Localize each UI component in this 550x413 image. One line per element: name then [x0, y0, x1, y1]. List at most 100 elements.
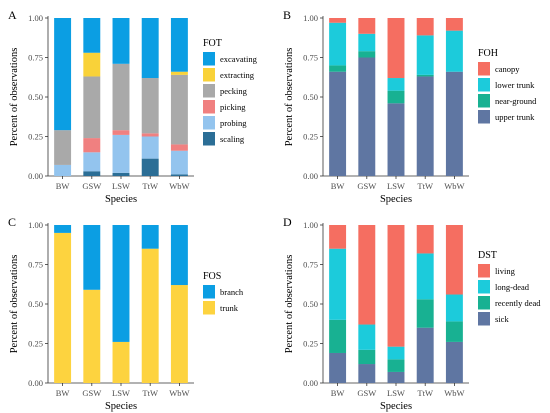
bar-segment-LSW-living — [387, 225, 405, 347]
bar-segment-BW-near-ground — [329, 65, 347, 72]
y-tick-label: 0.00 — [303, 171, 318, 181]
bar-segment-WbW-trunk — [170, 285, 188, 383]
bar-segment-GSW-pecking — [83, 76, 101, 139]
legend-key-long-dead — [478, 280, 490, 294]
legend: DST living long-dead recently dead sick — [478, 250, 541, 326]
bar-segment-GSW-upper-trunk — [358, 57, 376, 176]
bar-segment-WbW-upper-trunk — [445, 71, 463, 176]
bar-segment-WbW-excavating — [170, 18, 188, 72]
legend-key-lower-trunk — [478, 78, 490, 92]
bar-segment-BW-trunk — [54, 232, 72, 383]
bar-segment-TtW-long-dead — [416, 253, 434, 300]
y-tick-label: 0.25 — [28, 339, 43, 349]
bar-segment-LSW-near-ground — [387, 90, 405, 104]
bar-segment-BW-branch — [54, 225, 72, 233]
x-tick-label: TtW — [417, 388, 433, 398]
x-tick-label: LSW — [387, 388, 405, 398]
legend-label: extracting — [220, 70, 255, 80]
legend-label: trunk — [220, 303, 239, 313]
y-axis-label: Percent of observations — [9, 255, 20, 354]
x-tick-label: TtW — [142, 388, 158, 398]
bar-segment-BW-living — [329, 225, 347, 249]
x-tick-label: GSW — [82, 181, 101, 191]
legend-label: branch — [220, 287, 244, 297]
bar-segment-BW-probing — [54, 164, 72, 176]
x-axis-label: Species — [105, 194, 137, 205]
y-tick-label: 0.75 — [28, 53, 43, 63]
bar-segment-WbW-recently-dead — [445, 321, 463, 342]
legend-key-living — [478, 264, 490, 278]
legend-key-scaling — [203, 132, 215, 146]
bar-segment-TtW-living — [416, 225, 434, 254]
x-tick-label: WbW — [169, 181, 189, 191]
y-tick-label: 0.75 — [303, 53, 318, 63]
legend-label: scaling — [220, 134, 245, 144]
bar-segment-BW-pecking — [54, 130, 72, 165]
panel-C: C 0.00 0.25 0.50 0.75 1.00 BW GSW LSW TtW WbW Speci… — [8, 215, 244, 412]
x-tick-label: LSW — [112, 388, 130, 398]
bar-segment-WbW-extracting — [170, 71, 188, 75]
legend-key-pecking — [203, 84, 215, 98]
bar-segment-GSW-scaling — [83, 171, 101, 176]
bar-segment-TtW-trunk — [141, 248, 159, 383]
bar-segment-LSW-upper-trunk — [387, 103, 405, 176]
legend-label: near-ground — [495, 96, 537, 106]
bar-segment-LSW-trunk — [112, 341, 130, 383]
bar-segment-BW-recently-dead — [329, 319, 347, 353]
panel-letter: A — [8, 8, 17, 22]
bar-segment-WbW-living — [445, 225, 463, 295]
y-tick-label: 0.75 — [28, 260, 43, 270]
x-axis-label: Species — [380, 194, 412, 205]
x-tick-label: LSW — [387, 181, 405, 191]
bar-segment-GSW-living — [358, 225, 376, 325]
bar-segment-GSW-sick — [358, 364, 376, 383]
y-tick-label: 0.00 — [303, 378, 318, 388]
bar-segment-BW-canopy — [329, 18, 347, 23]
bar-segment-LSW-lower-trunk — [387, 78, 405, 91]
bar-segment-LSW-canopy — [387, 18, 405, 79]
panel-B: B 0.00 0.25 0.50 0.75 1.00 BW GSW LSW TtW WbW Speci… — [283, 8, 537, 205]
legend-label: picking — [220, 102, 246, 112]
bar-segment-GSW-branch — [83, 225, 101, 290]
y-tick-label: 1.00 — [28, 13, 43, 23]
legend-key-trunk — [203, 301, 215, 315]
legend-title: FOS — [203, 271, 221, 282]
bar-segment-GSW-extracting — [83, 52, 101, 77]
bar-segment-LSW-sick — [387, 371, 405, 383]
bar-segment-GSW-trunk — [83, 289, 101, 383]
bar-segment-BW-sick — [329, 352, 347, 383]
legend-label: probing — [220, 118, 247, 128]
bar-segment-LSW-branch — [112, 225, 130, 342]
bar-segment-WbW-branch — [170, 225, 188, 286]
legend-label: lower trunk — [495, 80, 535, 90]
bar-segment-TtW-scaling — [141, 158, 159, 176]
legend-label: sick — [495, 314, 509, 324]
panel-letter: B — [283, 8, 291, 22]
bar-segment-TtW-canopy — [416, 18, 434, 36]
bar-segment-WbW-sick — [445, 341, 463, 383]
y-tick-label: 1.00 — [303, 13, 318, 23]
y-axis-label: Percent of observations — [284, 48, 295, 147]
x-tick-label: LSW — [112, 181, 130, 191]
legend: FOT excavating extracting pecking picking pro… — [203, 38, 258, 146]
legend-title: DST — [478, 250, 497, 261]
bar-segment-LSW-scaling — [112, 172, 130, 176]
bar-segment-GSW-excavating — [83, 18, 101, 53]
legend-title: FOT — [203, 38, 222, 49]
legend-key-recently-dead — [478, 296, 490, 310]
bar-segment-GSW-lower-trunk — [358, 33, 376, 52]
bar-segment-TtW-near-ground — [416, 74, 434, 77]
bar-segment-LSW-picking — [112, 130, 130, 135]
y-axis-label: Percent of observations — [284, 255, 295, 354]
legend-label: long-dead — [495, 282, 530, 292]
y-tick-label: 0.00 — [28, 378, 43, 388]
bar-segment-TtW-recently-dead — [416, 299, 434, 328]
legend-key-excavating — [203, 52, 215, 66]
bar-segment-BW-lower-trunk — [329, 22, 347, 66]
bar-segment-TtW-excavating — [141, 18, 159, 79]
bar-segment-BW-upper-trunk — [329, 71, 347, 176]
bar-segment-WbW-canopy — [445, 18, 463, 31]
bar-segment-TtW-upper-trunk — [416, 76, 434, 176]
y-tick-label: 0.00 — [28, 171, 43, 181]
